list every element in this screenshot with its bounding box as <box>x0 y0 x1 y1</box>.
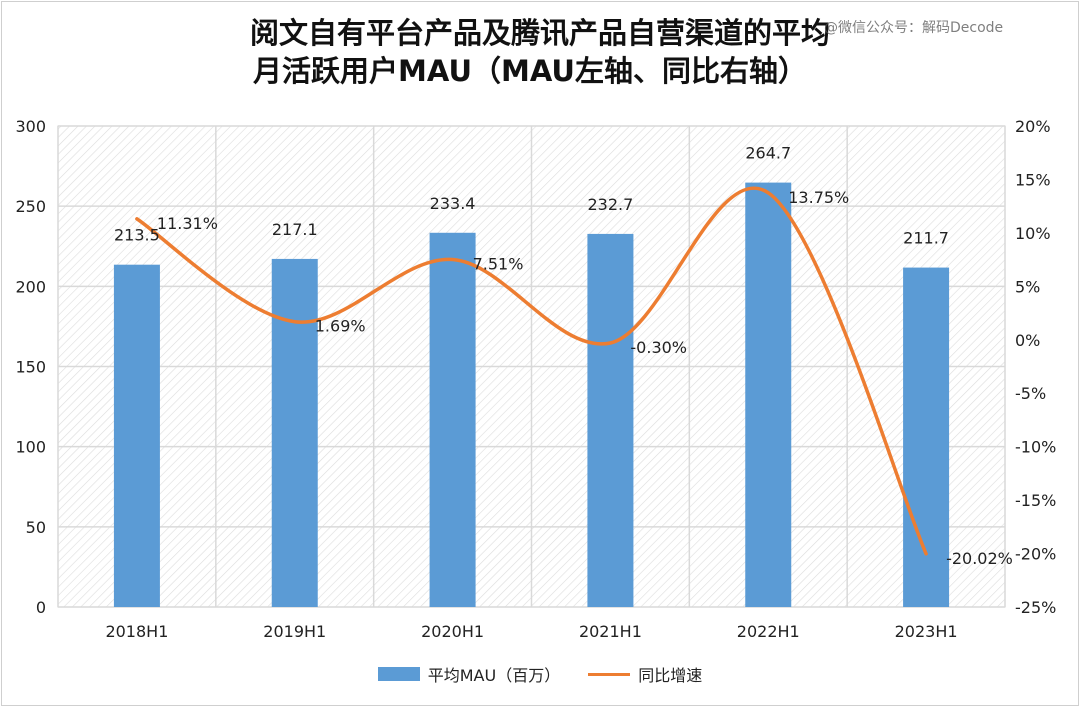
bar-data-label: 232.7 <box>588 195 634 214</box>
legend-swatch-bar <box>377 667 420 681</box>
y-right-tick-label: 10% <box>1015 224 1051 243</box>
y-left-tick-label: 150 <box>15 358 46 377</box>
x-tick-label: 2023H1 <box>895 622 958 641</box>
chart-title-line2: 月活跃用户MAU（MAU左轴、同比右轴） <box>253 54 807 88</box>
legend-item-mau: 平均MAU（百万） <box>377 662 561 686</box>
line-data-label: 11.31% <box>157 214 218 233</box>
growth-point <box>766 191 770 195</box>
watermark: @微信公众号：解码Decode <box>824 20 1004 36</box>
legend-label-mau: 平均MAU（百万） <box>427 666 561 685</box>
y-left-tick-label: 300 <box>15 117 46 136</box>
x-tick-label: 2020H1 <box>421 622 484 641</box>
x-tick-label: 2022H1 <box>737 622 800 641</box>
bar <box>271 258 318 607</box>
y-right-tick-label: 15% <box>1015 170 1051 189</box>
bar-data-label: 264.7 <box>745 144 791 163</box>
y-left-tick-label: 200 <box>15 277 46 296</box>
growth-point <box>924 552 928 556</box>
legend-item-growth: 同比增速 <box>588 662 702 686</box>
growth-point <box>293 320 297 324</box>
legend-swatch-line <box>588 672 631 676</box>
y-right-tick-label: 5% <box>1015 277 1040 296</box>
y-left-tick-label: 250 <box>15 197 46 216</box>
y-right-tick-label: -20% <box>1015 545 1056 564</box>
bar <box>429 232 476 608</box>
chart-title-line1: 阅文自有平台产品及腾讯产品自营渠道的平均 <box>249 16 830 50</box>
growth-point <box>608 341 612 345</box>
growth-line <box>135 186 928 556</box>
line-data-label: -20.02% <box>946 549 1013 568</box>
line-data-label: 1.69% <box>315 317 366 336</box>
bar <box>903 267 950 607</box>
x-tick-label: 2019H1 <box>263 622 326 641</box>
line-data-label: 13.75% <box>788 188 849 207</box>
x-tick-label: 2018H1 <box>105 622 168 641</box>
growth-point <box>451 258 455 262</box>
y-right-tick-label: -25% <box>1015 598 1056 617</box>
bar-data-label: 213.5 <box>114 226 160 245</box>
line-data-label: 7.51% <box>473 255 524 274</box>
bar <box>745 182 792 608</box>
y-right-tick-label: 0% <box>1015 331 1040 350</box>
y-left-tick-label: 50 <box>26 518 46 537</box>
bar <box>587 233 634 607</box>
bar-data-label: 211.7 <box>903 229 949 248</box>
legend: 平均MAU（百万） 同比增速 <box>0 662 1080 686</box>
legend-label-growth: 同比增速 <box>638 666 703 685</box>
bar-data-label: 217.1 <box>272 220 318 239</box>
line-data-label: -0.30% <box>630 338 687 357</box>
y-right-tick-label: -10% <box>1015 438 1056 457</box>
y-left-tick-label: 100 <box>15 438 46 457</box>
y-left-tick-label: 0 <box>36 598 46 617</box>
bar <box>113 264 160 607</box>
growth-point <box>135 217 139 221</box>
y-right-tick-label: -15% <box>1015 491 1056 510</box>
y-right-tick-label: -5% <box>1015 384 1046 403</box>
y-right-tick-label: 20% <box>1015 117 1051 136</box>
x-tick-label: 2021H1 <box>579 622 642 641</box>
bar-data-label: 233.4 <box>430 194 476 213</box>
